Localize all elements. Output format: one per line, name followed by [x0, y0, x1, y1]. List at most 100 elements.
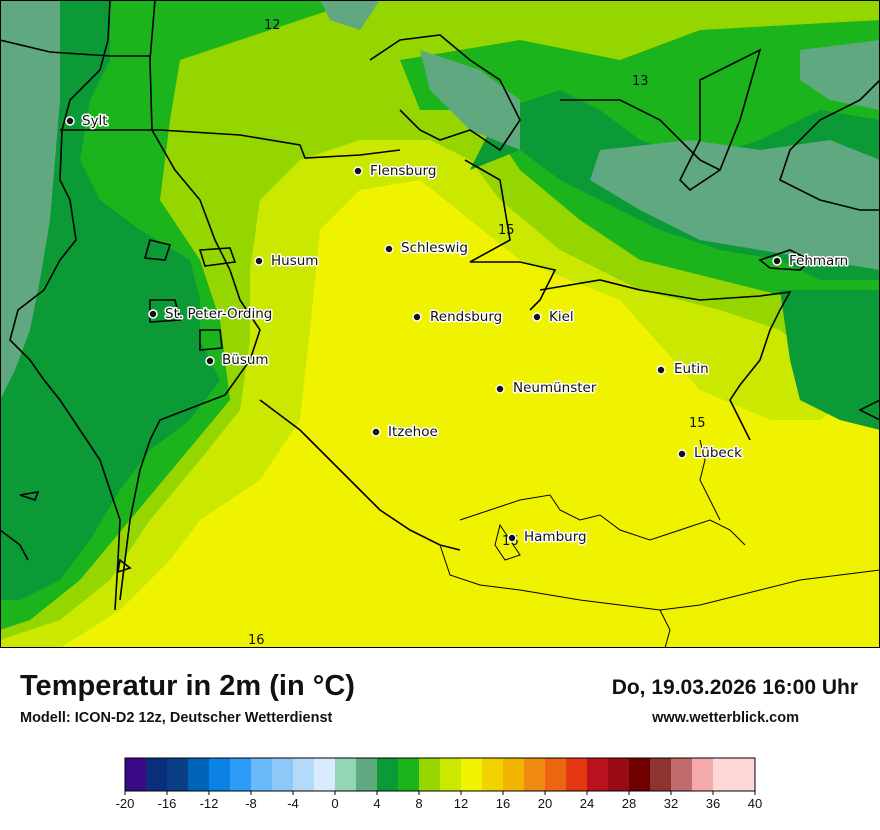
legend-footer: Temperatur in 2m (in °C) Modell: ICON-D2… [0, 648, 880, 830]
colorbar-bin [377, 758, 399, 791]
colorbar-bin [587, 758, 609, 791]
city-label-schleswig: Schleswig [401, 240, 468, 256]
colorbar-bin [398, 758, 420, 791]
city-fehmarn[interactable]: Fehmarn [772, 252, 850, 271]
city-dot [384, 244, 394, 254]
colorbar-bin [314, 758, 336, 791]
colorbar-tick-label: -12 [200, 796, 219, 811]
city-sylt[interactable]: Sylt [65, 112, 109, 131]
city-label-st-peter-ording: St. Peter-Ording [165, 306, 272, 322]
colorbar-bin [503, 758, 525, 791]
city-eutin[interactable]: Eutin [656, 360, 710, 379]
colorbar-tick-label: 32 [664, 796, 678, 811]
city-dot [205, 356, 215, 366]
sea-cool-north [420, 50, 520, 150]
city-dot [148, 309, 158, 319]
city-label-hamburg: Hamburg [524, 529, 587, 545]
city-label-rendsburg: Rendsburg [430, 309, 502, 325]
colorbar-bin [125, 758, 147, 791]
colorbar-bin [293, 758, 315, 791]
sea-cool-northeast [800, 40, 880, 110]
sea-cool-east [590, 140, 880, 270]
colorbar-tick-label: 28 [622, 796, 636, 811]
city-markers: Sylt Flensburg Husum Schleswig St. Peter… [65, 112, 850, 547]
colorbar-tick-label: 20 [538, 796, 552, 811]
city-husum[interactable]: Husum [254, 252, 320, 271]
colorbar-bin [230, 758, 252, 791]
city-lubeck[interactable]: Lübeck [677, 444, 744, 463]
colorbar-bin [188, 758, 210, 791]
isoline-label-15b: 15 [689, 416, 706, 431]
colorbar-tick-label: 40 [748, 796, 762, 811]
colorbar-tick-label: 24 [580, 796, 594, 811]
colorbar-tick-label: -20 [116, 796, 135, 811]
colorbar: -20 -16 -12 -8 -4 0 4 8 12 16 20 24 28 32 36 40 [116, 757, 762, 811]
city-schleswig[interactable]: Schleswig [384, 239, 470, 258]
city-dot [412, 312, 422, 322]
city-dot [65, 116, 75, 126]
city-dot [507, 533, 517, 543]
city-dot [677, 449, 687, 459]
city-label-busum: Büsum [222, 352, 269, 368]
colorbar-bin [272, 758, 294, 791]
city-st-peter-ording[interactable]: St. Peter-Ording [148, 305, 274, 324]
colorbar-tick-label: -16 [158, 796, 177, 811]
colorbar-bin [650, 758, 672, 791]
city-dot [532, 312, 542, 322]
colorbar-tick-label: 4 [373, 796, 380, 811]
city-itzehoe[interactable]: Itzehoe [371, 423, 439, 442]
colorbar-bin [440, 758, 462, 791]
colorbar-frame [124, 757, 756, 792]
admin-borders [439, 439, 880, 648]
colorbar-bin [419, 758, 441, 791]
colorbar-bin [545, 758, 567, 791]
city-label-fehmarn: Fehmarn [789, 253, 848, 269]
isoline-label-16b: 16 [248, 633, 265, 648]
city-dot [353, 166, 363, 176]
coastlines [0, 0, 880, 611]
city-label-itzehoe: Itzehoe [388, 424, 438, 440]
colorbar-bin [251, 758, 273, 791]
city-dot [495, 384, 505, 394]
website-link[interactable]: www.wetterblick.com [652, 710, 799, 726]
colorbar-tick-label: 36 [706, 796, 720, 811]
city-flensburg[interactable]: Flensburg [353, 162, 438, 181]
colorbar-bin [209, 758, 231, 791]
temperature-field-12c [780, 290, 880, 430]
map-title: Temperatur in 2m (in °C) [20, 670, 355, 702]
colorbar-bin [461, 758, 483, 791]
city-hamburg[interactable]: Hamburg [507, 528, 588, 547]
city-label-flensburg: Flensburg [370, 163, 436, 179]
colorbar-bin [608, 758, 630, 791]
colorbar-tick-label: 12 [454, 796, 468, 811]
city-kiel[interactable]: Kiel [532, 308, 575, 327]
map-canvas: 12 13 15 15 16 16 Sylt Flensburg Husum S… [0, 0, 880, 648]
city-label-kiel: Kiel [549, 309, 574, 325]
isoline-label-12: 12 [264, 18, 281, 33]
colorbar-bin [335, 758, 357, 791]
colorbar-tick-label: -4 [287, 796, 299, 811]
colorbar-tick-label: -8 [245, 796, 257, 811]
city-neumunster[interactable]: Neumünster [495, 379, 598, 398]
city-busum[interactable]: Büsum [205, 351, 270, 370]
sea-cool-west [0, 0, 60, 400]
city-label-sylt: Sylt [82, 113, 108, 129]
colorbar-bin [482, 758, 504, 791]
forecast-datetime: Do, 19.03.2026 16:00 Uhr [611, 676, 858, 699]
colorbar-bin [146, 758, 168, 791]
colorbar-bin [167, 758, 189, 791]
city-rendsburg[interactable]: Rendsburg [412, 308, 504, 327]
sea-cool-northwest [320, 0, 380, 30]
city-label-lubeck: Lübeck [694, 445, 742, 461]
model-source: Modell: ICON-D2 12z, Deutscher Wetterdie… [20, 710, 333, 726]
colorbar-bin [356, 758, 378, 791]
city-dot [656, 365, 666, 375]
isoline-label-15: 15 [498, 223, 515, 238]
colorbar-tick-label: 16 [496, 796, 510, 811]
colorbar-bin [629, 758, 651, 791]
isoline-label-13: 13 [632, 74, 649, 89]
colorbar-tick-label: 0 [331, 796, 338, 811]
colorbar-bin [524, 758, 546, 791]
city-dot [371, 427, 381, 437]
city-dot [254, 256, 264, 266]
